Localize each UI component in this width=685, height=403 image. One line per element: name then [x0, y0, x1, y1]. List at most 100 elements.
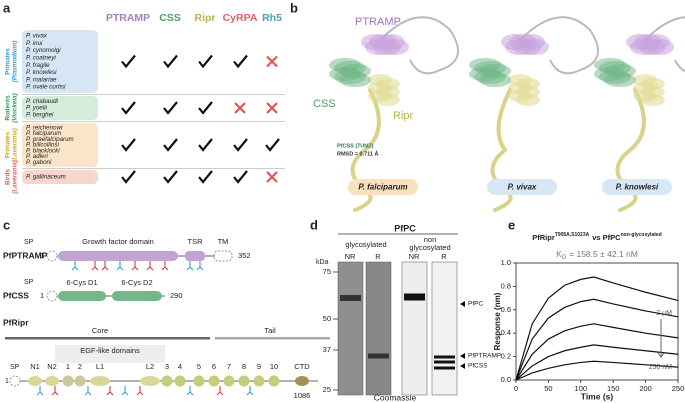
- species: P. vivax: [26, 33, 48, 40]
- glycan: [136, 386, 144, 396]
- cross-mark: [234, 102, 246, 114]
- kd-sub: D: [562, 255, 567, 261]
- domain-label: SP: [24, 239, 34, 246]
- glycan: [36, 386, 44, 396]
- check-mark: [233, 170, 248, 184]
- gel-lane: [401, 261, 428, 396]
- species-label: P. vivax: [508, 183, 537, 192]
- ripr-chain: [615, 88, 646, 212]
- residue: 290: [170, 291, 183, 300]
- y-tick-label: 0.2: [501, 352, 511, 361]
- glycan: [51, 386, 59, 396]
- species-pill: [602, 179, 672, 195]
- panel-letter: c: [3, 217, 10, 232]
- annotation: 250 nM: [649, 364, 673, 371]
- signal-peptide: [9, 375, 21, 387]
- y-tick-label: 0.6: [501, 305, 511, 314]
- gel-title: PfPC: [394, 223, 416, 233]
- check-mark: [233, 138, 248, 152]
- structure-label: PTRAMP: [355, 16, 401, 28]
- marker-label: 37: [323, 345, 331, 354]
- chart-title: PfRiprT905A,S1023A vs PfPCnon-glycosylate…: [532, 232, 661, 242]
- domain-label: 1: [66, 362, 70, 371]
- domain-label: SP: [24, 279, 34, 286]
- column-header: Rh5: [262, 12, 282, 24]
- y-tick-label: 1.0: [501, 258, 511, 267]
- domain: [58, 251, 178, 261]
- domain: [90, 376, 110, 386]
- panel-letter: d: [310, 217, 318, 232]
- domain: [112, 291, 162, 301]
- marker-label: 75: [323, 267, 331, 276]
- check-mark: [121, 54, 136, 69]
- lane-label: R: [441, 252, 447, 261]
- check-mark: [121, 170, 136, 184]
- species: P. praefalciparum: [26, 136, 74, 143]
- group-label: glycosylated: [409, 243, 450, 252]
- stain-label: Coomassie: [374, 392, 417, 402]
- cross-mark: [266, 171, 278, 183]
- loop: [379, 16, 459, 75]
- group-label: glycosylated: [345, 240, 386, 249]
- protein-name: PfPTRAMP: [3, 250, 48, 260]
- glycan: [196, 261, 204, 271]
- egf-domain: [62, 375, 74, 387]
- title-part: non-glycosylated: [621, 232, 662, 238]
- cross-mark: [266, 102, 278, 114]
- title-part: T905A,S1023A: [555, 232, 590, 238]
- column-header: Ripr: [195, 12, 216, 24]
- band-label: PfPC: [468, 301, 483, 308]
- species: P. gaboni: [26, 159, 52, 166]
- glycan: [116, 261, 124, 271]
- cross-mark: [266, 55, 278, 68]
- kd-text: = 158.5 ± 42.1 nM: [569, 249, 638, 259]
- title-part: PfRipr: [532, 233, 555, 242]
- gel-band: [404, 293, 425, 301]
- fit-curve: [515, 298, 679, 381]
- marker-label: 25: [323, 385, 331, 394]
- group-sublabel: (Laverania): [12, 160, 19, 194]
- species: P. gallinaceum: [26, 174, 66, 181]
- glycan: [131, 261, 139, 271]
- species: P. fragile: [26, 62, 50, 69]
- band-label: PfPTRAMP: [468, 353, 501, 360]
- gel-band: [434, 355, 455, 359]
- css-fold: [339, 73, 371, 87]
- group-sublabel: (Laverania): [12, 128, 19, 162]
- residue: 1: [40, 293, 44, 300]
- domain-label: Growth factor domain: [82, 237, 154, 246]
- region-bar: [215, 337, 330, 340]
- domain-label: TSR: [188, 237, 204, 246]
- group-box: [22, 30, 98, 93]
- species: P. blacklocki: [26, 147, 60, 154]
- domain-label: 9: [257, 362, 261, 371]
- domain-label: TM: [218, 237, 229, 246]
- check-mark: [265, 138, 280, 152]
- domain-label: SP: [10, 364, 20, 371]
- ptramp-fold: [381, 39, 409, 55]
- plot-frame: [515, 262, 679, 381]
- region-label: EGF-like domains: [80, 346, 140, 355]
- residue: 1: [5, 378, 9, 385]
- group-box: [22, 96, 98, 120]
- panel-letter: e: [508, 217, 515, 232]
- gel-band: [434, 360, 455, 364]
- group-label: non: [424, 235, 437, 244]
- glycan: [121, 386, 129, 396]
- group-box: [22, 123, 98, 167]
- group-sublabel: (Vinckeia): [12, 93, 19, 123]
- region-bar: [5, 337, 210, 340]
- species: P. reichenowi: [26, 124, 63, 131]
- species: P. coatneyi: [26, 54, 56, 61]
- species: P. falciparum: [26, 130, 61, 137]
- gel-band: [434, 366, 455, 370]
- arrow: [657, 319, 665, 358]
- protein-name: PfRipr: [3, 317, 29, 327]
- y-axis-label: Response (nm): [493, 292, 502, 350]
- gel-lane: [431, 261, 458, 396]
- region-label: Core: [92, 326, 108, 335]
- domain: [45, 376, 59, 386]
- fit-curve: [515, 276, 679, 381]
- structure: [594, 16, 685, 212]
